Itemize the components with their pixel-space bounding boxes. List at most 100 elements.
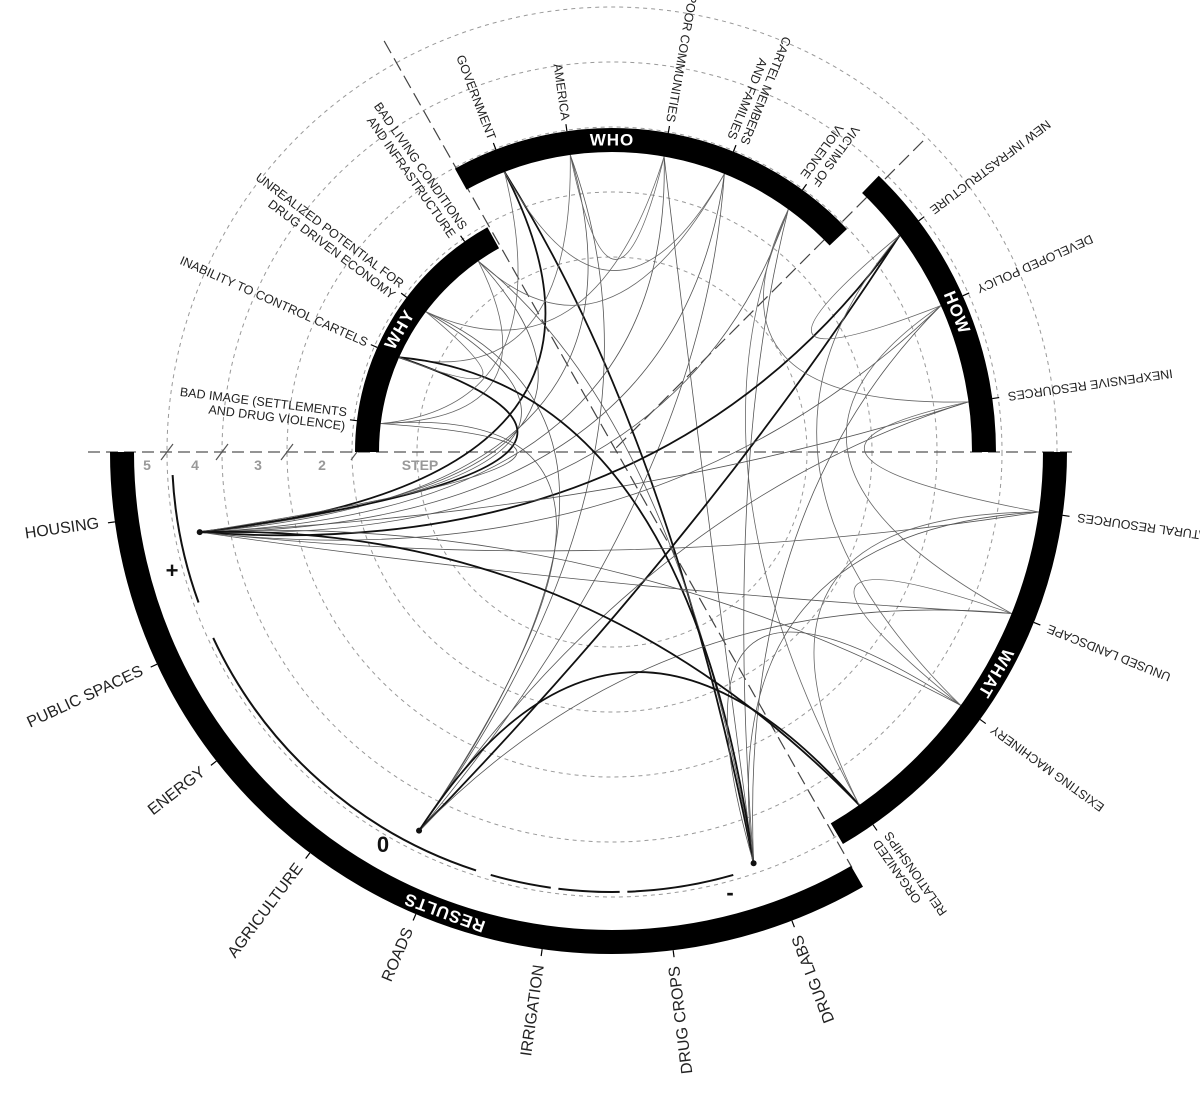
label-group: NEW INFRASTRUCTURE xyxy=(927,117,1053,217)
label-group: INEXPENSIVE RESOURCES xyxy=(1007,366,1173,403)
label-line: ENERGY xyxy=(145,764,209,819)
chord xyxy=(745,209,860,806)
tick xyxy=(1062,514,1070,517)
chord xyxy=(418,609,1012,831)
tick xyxy=(349,419,357,422)
label-group: AGRICULTURE xyxy=(225,860,307,961)
chord xyxy=(380,422,557,831)
marker: 0 xyxy=(377,832,389,857)
tick xyxy=(565,124,568,132)
label-line: NATURAL RESOURCES xyxy=(1076,510,1200,543)
step-label: 4 xyxy=(191,457,199,473)
tick xyxy=(667,125,671,134)
step-arc xyxy=(490,873,551,889)
chord xyxy=(418,154,605,831)
section-label: IRRIGATION xyxy=(518,964,548,1058)
tick xyxy=(918,216,925,222)
tick xyxy=(210,760,217,766)
step-label: 2 xyxy=(318,457,326,473)
chord xyxy=(399,356,755,864)
label-group: EXISTING MACHINERY xyxy=(988,722,1107,814)
step-label: 5 xyxy=(143,457,151,473)
label-line: NEW INFRASTRUCTURE xyxy=(927,117,1053,217)
chord xyxy=(743,209,789,864)
tick xyxy=(150,663,158,668)
tick xyxy=(672,950,675,958)
label-group: ORGANIZEDRELATIONSHIPS xyxy=(870,829,950,926)
label-group: PUBLIC SPACES xyxy=(25,663,146,732)
label-line: EXISTING MACHINERY xyxy=(988,722,1107,814)
label-group: UNUSED LANDSCAPE xyxy=(1045,622,1173,684)
chord xyxy=(199,156,665,533)
chord xyxy=(199,356,519,534)
section-label: ROADS xyxy=(379,925,417,984)
step-arc xyxy=(558,887,620,893)
chord xyxy=(199,209,789,534)
label-group: AMERICA xyxy=(551,63,573,122)
chord xyxy=(845,305,1012,614)
tick xyxy=(107,521,115,524)
chord-end xyxy=(196,529,203,536)
section-label: INABILITY TO CONTROL CARTELS xyxy=(178,254,370,350)
chord xyxy=(863,401,1039,513)
chord xyxy=(199,234,901,537)
label-line: AMERICA xyxy=(551,63,573,122)
section-arc xyxy=(355,227,500,453)
section-arc xyxy=(830,451,1067,845)
step-arc xyxy=(171,474,200,603)
section-label: NEW INFRASTRUCTURE xyxy=(927,117,1053,217)
tick xyxy=(370,344,378,349)
tick xyxy=(732,144,737,152)
chord xyxy=(418,173,725,831)
section-label: VICTIMS OFVIOLENCE xyxy=(797,115,862,190)
marker: + xyxy=(166,558,179,583)
section-label: AMERICA xyxy=(551,63,573,122)
section-label: ENERGY xyxy=(145,764,209,819)
chord xyxy=(199,171,547,534)
chord xyxy=(398,311,484,380)
section-arc xyxy=(110,451,863,954)
chord xyxy=(747,511,1039,864)
label-line: DRUG CROPS xyxy=(666,965,696,1075)
section-label: EXISTING MACHINERY xyxy=(988,722,1107,814)
label-line: AGRICULTURE xyxy=(225,860,307,961)
label-group: GOVERNMENT xyxy=(453,53,498,142)
chord xyxy=(726,631,961,864)
step-slash xyxy=(160,443,174,461)
chord xyxy=(199,423,518,533)
chord-end xyxy=(416,827,423,834)
label-group: CARTEL MEMBERSAND FAMILIES xyxy=(725,34,794,146)
chord xyxy=(752,305,942,864)
tick xyxy=(979,718,987,725)
label-line: UNREALIZED POTENTIAL FOR xyxy=(253,170,406,290)
label-group: DRUG LABS xyxy=(789,933,838,1025)
step-label: STEP xyxy=(402,457,439,473)
tick xyxy=(962,292,970,297)
section-arc xyxy=(862,175,996,453)
label-group: ROADS xyxy=(379,925,417,984)
tick xyxy=(1033,621,1041,626)
marker: - xyxy=(726,880,733,905)
chord xyxy=(399,154,571,363)
label-group: IRRIGATION xyxy=(518,964,548,1058)
tick xyxy=(460,235,466,242)
chord xyxy=(418,401,969,831)
chord xyxy=(853,579,1012,706)
label-group: POOR COMMUNITIES xyxy=(663,0,699,123)
tick xyxy=(801,183,808,191)
label-group: NATURAL RESOURCES xyxy=(1076,510,1200,543)
tick xyxy=(305,852,311,859)
section-label: ORGANIZEDRELATIONSHIPS xyxy=(870,829,950,926)
section-title: WHO xyxy=(590,131,635,150)
chord xyxy=(816,235,961,706)
section-label: HOUSING xyxy=(24,515,100,542)
step-arc xyxy=(627,873,734,893)
section-arc xyxy=(454,128,848,246)
step-label: 3 xyxy=(254,457,262,473)
label-group: DRUG CROPS xyxy=(666,965,696,1075)
chord xyxy=(199,401,969,533)
section-label: GOVERNMENT xyxy=(453,53,498,142)
section-label: UNREALIZED POTENTIAL FORDRUG DRIVEN ECON… xyxy=(245,170,407,302)
label-line: AND INFRASTRUCTURE xyxy=(364,114,458,240)
label-line: INABILITY TO CONTROL CARTELS xyxy=(178,254,370,350)
